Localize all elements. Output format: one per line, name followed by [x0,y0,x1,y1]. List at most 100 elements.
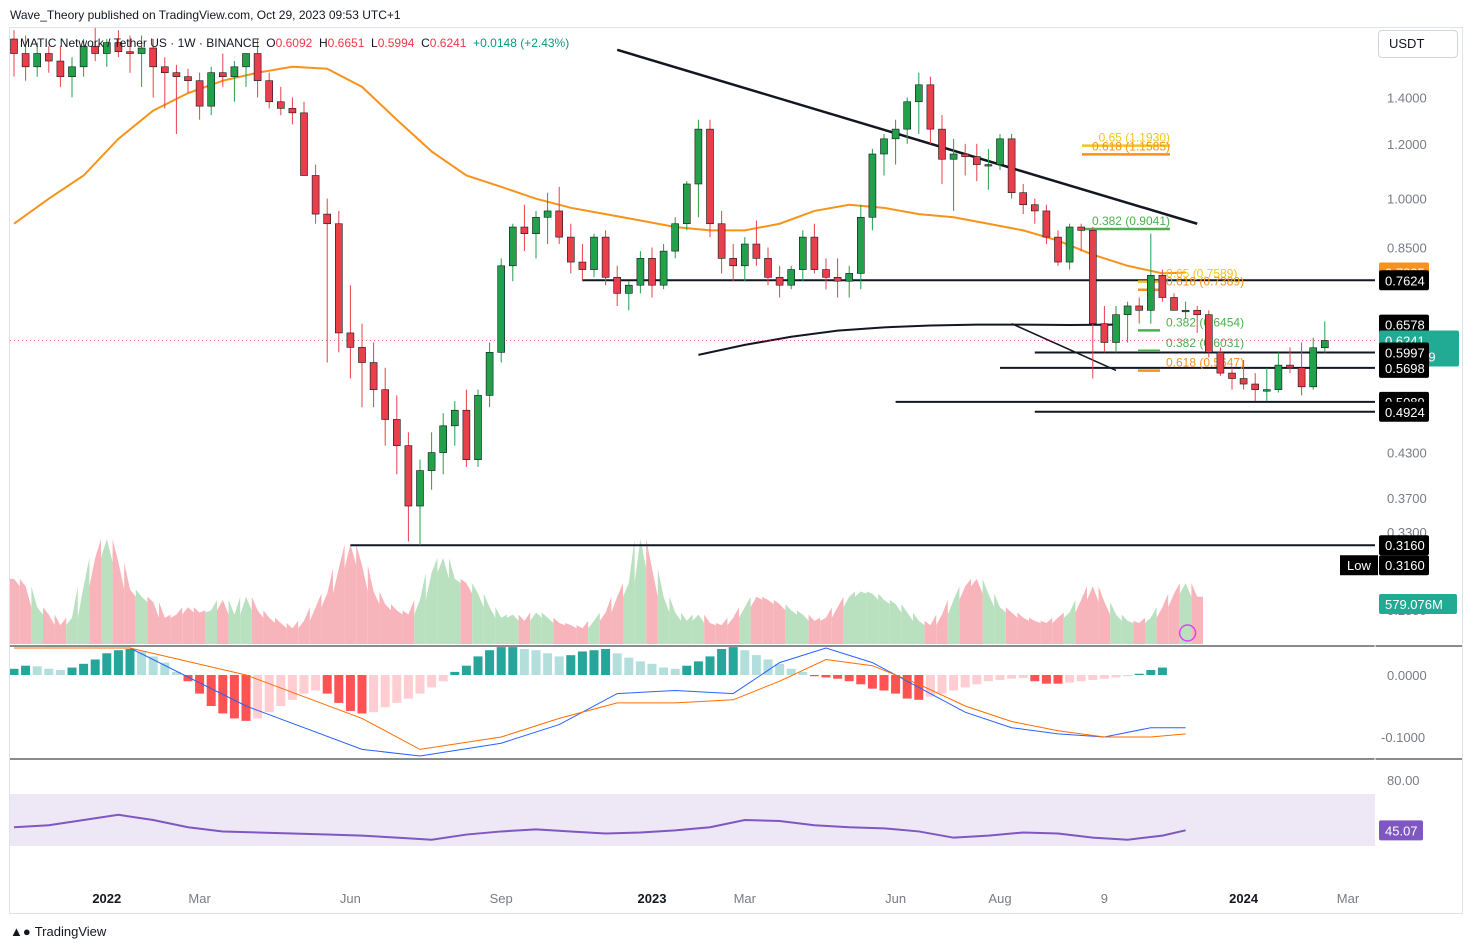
volume-area-segment [704,614,716,644]
volume-area-segment [10,578,20,644]
price-tag [1379,314,1429,335]
macd-histogram-bar [102,653,112,675]
volume-area-segment [889,599,902,644]
volume-area-segment [611,583,623,644]
macd-histogram-bar [659,667,669,675]
macd-histogram-bar [90,659,100,675]
macd-histogram-bar [1018,675,1028,679]
candle-body [532,216,540,235]
candle-body [91,45,99,54]
macd-histogram-bar [867,675,877,689]
candle-body [1193,309,1201,315]
candle-body [439,425,448,453]
time-axis-label: Mar [1337,891,1360,906]
volume-area-segment [1029,617,1041,644]
candle-body [184,76,192,82]
candle-body [1239,378,1248,385]
candle-body [729,258,738,267]
candle-body [68,66,76,77]
macd-histogram-bar [1088,675,1098,680]
volume-area-segment [866,591,879,644]
macd-histogram-bar [160,662,170,675]
volume-area-segment [147,596,159,644]
tradingview-brand[interactable]: ▲● TradingView [10,924,106,939]
candle-body [822,269,830,278]
volume-area-segment [344,544,357,644]
macd-histogram-bar [705,656,715,675]
symbol-name[interactable]: MATIC Network / Tether US · 1W · BINANCE [20,36,260,50]
ma200-line [698,323,1117,356]
macd-histogram-bar [891,675,901,694]
price-axis-label: 0.8500 [1387,241,1427,256]
candle-body [1309,347,1317,388]
macd-histogram-bar [125,648,135,675]
macd-histogram-bar [601,648,611,675]
macd-histogram-bar [299,675,309,694]
macd-histogram-bar [960,675,970,688]
macd-histogram-bar [844,675,854,682]
candle-body [219,72,227,77]
macd-histogram-bar [833,675,843,679]
macd-histogram-bar [519,648,529,675]
candle-body [1077,226,1085,231]
macd-histogram-bar [311,675,321,691]
candle-body [1158,275,1167,298]
price-axis-label: 1.0000 [1387,192,1427,207]
candle-body [671,223,680,252]
low-value-label: 0.3160 [1385,558,1425,573]
volume-area-segment [1052,612,1064,644]
candle-body [984,164,993,167]
macd-histogram-bar [728,647,738,675]
macd-histogram-bar [856,675,866,685]
candle-body [1228,372,1236,379]
volume-area-segment [217,599,229,644]
time-axis-label: Jun [885,891,906,906]
volume-area-segment [773,599,786,644]
candle-body [497,265,506,353]
currency-selector[interactable]: USDT [1378,30,1458,58]
low-tag-box [1340,555,1378,576]
chart-frame: 1.4000 1.2000 1.0000 0.8500 0.4300 0.3700 0.33… [9,27,1463,914]
macd-histogram-bar [902,675,912,699]
symbol-legend: MATIC Network / Tether US · 1W · BINANCE… [20,36,569,50]
macd-histogram-bar [427,675,437,688]
volume-area-segment [1121,614,1134,644]
macd-histogram-bar [148,656,158,675]
price-tag-label: 0.4924 [1385,405,1425,420]
candle-body [10,38,18,54]
candle-body [276,101,285,109]
macd-histogram-bar [67,667,77,675]
time-axis-label: 2022 [92,891,121,906]
volume-area-segment [1098,586,1111,644]
candle-body [1286,364,1294,369]
macd-histogram-bar [345,675,355,711]
candle-body [1147,275,1155,311]
candle-body [1321,340,1329,349]
volume-area-segment [391,604,403,644]
candle-body [323,213,332,225]
volume-area-segment [1179,583,1192,644]
candle-body [137,47,146,54]
volume-area-segment [530,612,542,644]
price-tag [1379,401,1429,422]
macd-histogram-bar [380,675,390,708]
candle-body [717,223,726,259]
volume-area-segment [947,586,960,644]
candle-body [868,153,877,218]
price-chart[interactable]: 1.40001.20001.00000.85000.43000.37000.33… [10,28,1462,913]
volume-area-segment [159,602,171,644]
open-value: 0.6092 [275,36,313,50]
macd-signal-line [14,647,1186,750]
time-axis-label: Jun [340,891,361,906]
fib-level-label: 0.618 (1.1585) [1092,139,1170,153]
volume-area-segment [1087,586,1099,644]
macd-histogram-bar [995,675,1005,680]
volume-area-segment [715,617,728,644]
candle-body [1065,226,1074,263]
volume-area-segment [507,614,519,644]
candle-body [903,101,912,130]
macd-histogram-bar [508,647,518,675]
candle-body [381,389,390,420]
candle-body [659,250,668,286]
volume-area-segment [414,572,426,644]
